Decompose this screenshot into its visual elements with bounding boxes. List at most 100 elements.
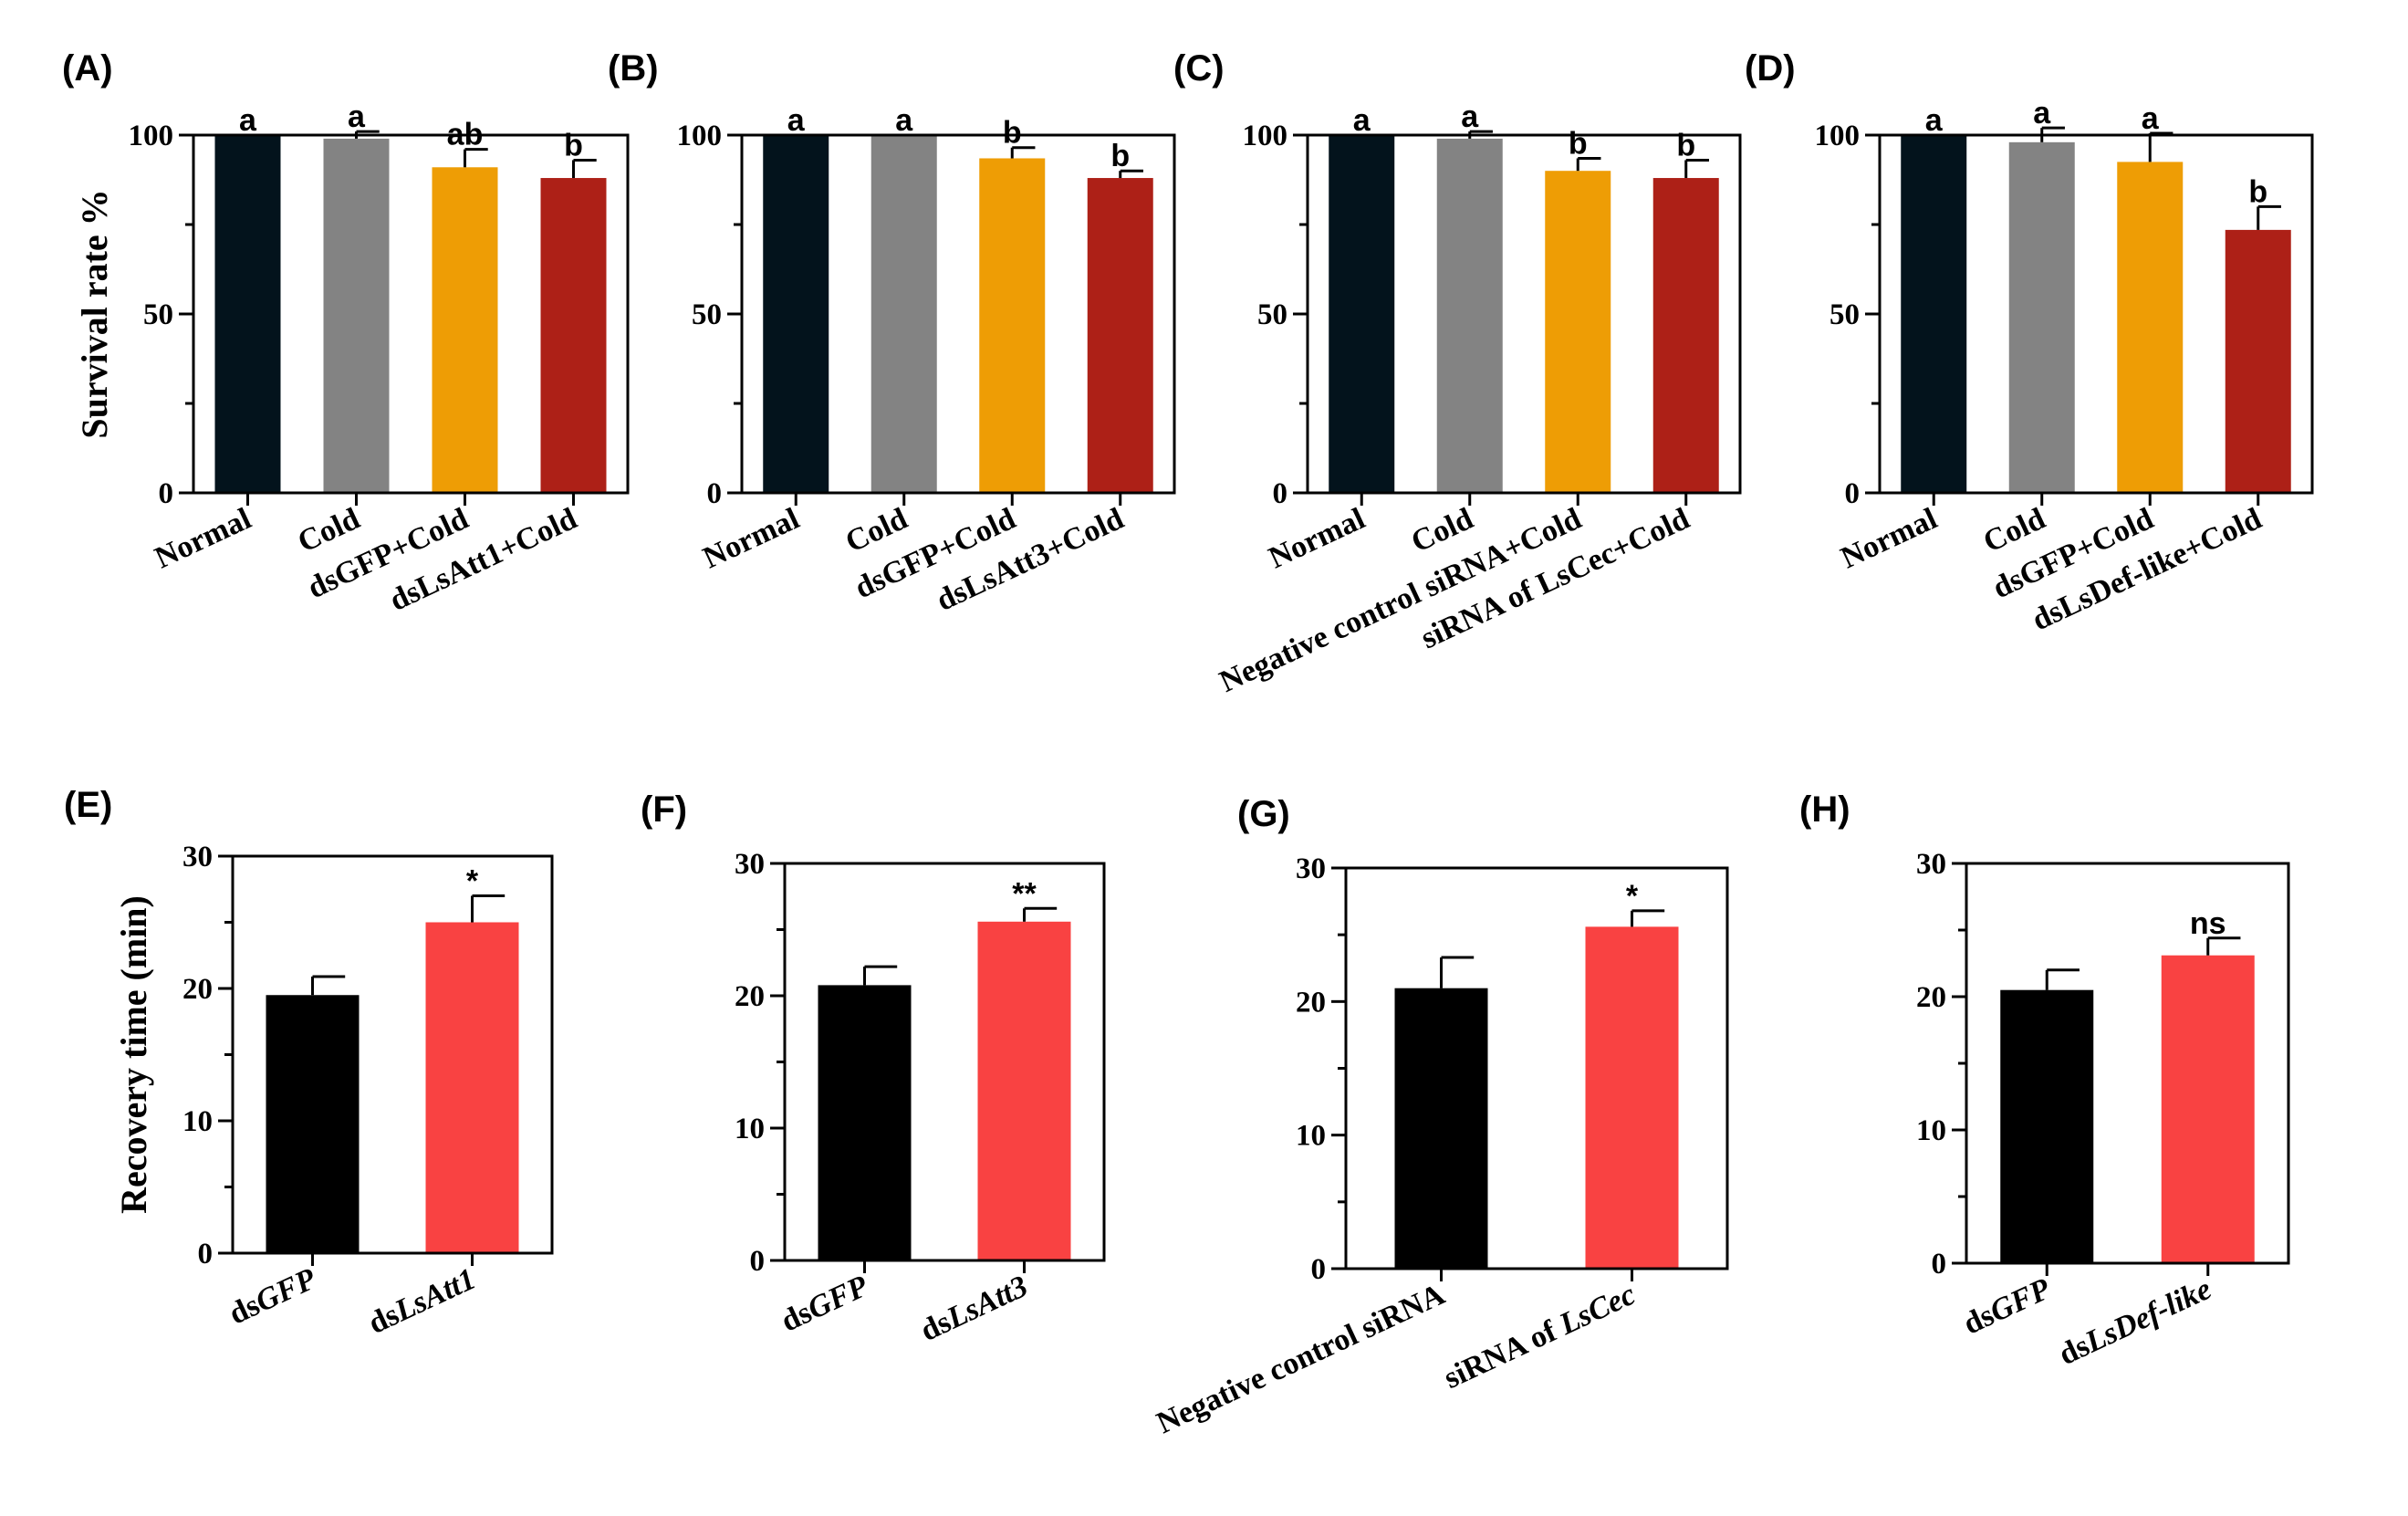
bar [2225, 229, 2291, 493]
y-tick-label: 30 [1916, 848, 1946, 881]
y-tick-label: 20 [735, 980, 765, 1013]
y-tick-label: 100 [129, 120, 174, 152]
bar [1087, 178, 1153, 494]
significance-label: b [1110, 139, 1130, 173]
bar [1329, 135, 1395, 493]
x-tick-label: dsGFP [224, 1262, 321, 1332]
panel-label: (B) [608, 48, 659, 89]
bar [1585, 926, 1679, 1269]
y-tick-label: 0 [1311, 1253, 1327, 1286]
significance-label: a [2033, 96, 2051, 131]
y-tick-label: 0 [1932, 1248, 1947, 1281]
significance-label: ** [1012, 876, 1037, 911]
y-tick-label: 0 [198, 1238, 214, 1270]
y-tick-label: 30 [182, 841, 213, 873]
significance-label: a [787, 103, 806, 138]
bar [763, 135, 829, 493]
panel-label: (D) [1745, 48, 1796, 89]
significance-label: b [2248, 174, 2267, 209]
significance-label: b [564, 128, 583, 162]
significance-label: b [1003, 116, 1022, 151]
y-tick-label: 100 [1243, 120, 1288, 152]
y-tick-label: 0 [1273, 477, 1288, 510]
panel-label: (E) [64, 785, 112, 825]
y-tick-label: 20 [1916, 981, 1946, 1014]
y-tick-label: 0 [707, 477, 723, 510]
panel-label: (H) [1799, 789, 1850, 830]
bar [1652, 178, 1719, 494]
x-tick-label: Negative control siRNA [1152, 1278, 1450, 1441]
bar [2117, 162, 2184, 493]
x-tick-label: Normal [150, 502, 256, 576]
significance-label: a [1461, 99, 1479, 134]
y-tick-label: 20 [182, 973, 213, 1006]
panel-label: (F) [641, 789, 687, 830]
bar [979, 158, 1046, 494]
x-tick-label: dsGFP [776, 1270, 873, 1339]
bar [432, 167, 498, 493]
significance-label: a [348, 99, 366, 134]
significance-label: a [1925, 103, 1944, 138]
x-tick-label: siRNA of LsCec [1439, 1278, 1641, 1396]
significance-label: * [466, 864, 479, 899]
panel-label: (G) [1237, 794, 1290, 834]
significance-label: a [2142, 101, 2160, 136]
y-axis-label: Recovery time (min) [113, 895, 154, 1214]
bar [977, 921, 1071, 1260]
y-tick-label: 100 [1815, 120, 1861, 152]
bar [323, 138, 390, 494]
bar [214, 135, 281, 493]
y-tick-label: 50 [1829, 298, 1860, 331]
bar [425, 922, 519, 1253]
y-tick-label: 50 [692, 298, 722, 331]
y-tick-label: 0 [159, 477, 174, 510]
x-tick-label: dsGFP [1958, 1272, 2056, 1342]
y-tick-label: 100 [677, 120, 723, 152]
significance-label: b [1676, 128, 1695, 162]
x-tick-label: dsLsAtt3 [915, 1270, 1033, 1348]
panel-label: (A) [62, 48, 113, 89]
significance-label: a [1353, 103, 1371, 138]
bar [2008, 141, 2075, 493]
x-tick-label: Normal [1836, 502, 1943, 576]
y-tick-label: 10 [1916, 1114, 1946, 1147]
y-tick-label: 10 [735, 1113, 765, 1145]
y-tick-label: 0 [750, 1245, 766, 1278]
bar [1901, 135, 1967, 493]
x-tick-label: Normal [1264, 502, 1371, 576]
y-tick-label: 50 [1257, 298, 1287, 331]
y-tick-label: 20 [1296, 986, 1326, 1019]
bar [870, 135, 937, 493]
bar [2000, 989, 2094, 1263]
significance-label: * [1626, 879, 1639, 914]
bar [1436, 138, 1503, 494]
chart-panel-5: (E) * 0 10 20 30 dsGFP dsLsAtt1 Recovery time (m… [64, 785, 554, 1341]
bar [2161, 955, 2255, 1263]
y-tick-label: 30 [735, 848, 765, 881]
significance-label: ns [2190, 906, 2226, 941]
y-tick-label: 10 [182, 1105, 213, 1138]
bar [1545, 171, 1611, 493]
y-tick-label: 0 [1845, 477, 1861, 510]
x-tick-label: dsLsDef-like [2054, 1272, 2216, 1372]
y-axis-label: Survival rate % [74, 189, 115, 438]
significance-label: a [895, 103, 913, 138]
significance-label: b [1569, 126, 1588, 161]
bar [266, 995, 360, 1253]
significance-label: a [239, 103, 257, 138]
panel-label: (C) [1173, 48, 1225, 89]
y-tick-label: 50 [143, 298, 173, 331]
bar [540, 178, 607, 494]
x-tick-label: Normal [698, 502, 805, 576]
chart-panel-6: (F) ** 0 10 20 30 dsGFP dsLsAtt3 [641, 789, 1106, 1348]
x-tick-label: dsLsAtt1 [363, 1262, 481, 1341]
y-tick-label: 30 [1296, 852, 1326, 885]
bar [1394, 988, 1488, 1269]
